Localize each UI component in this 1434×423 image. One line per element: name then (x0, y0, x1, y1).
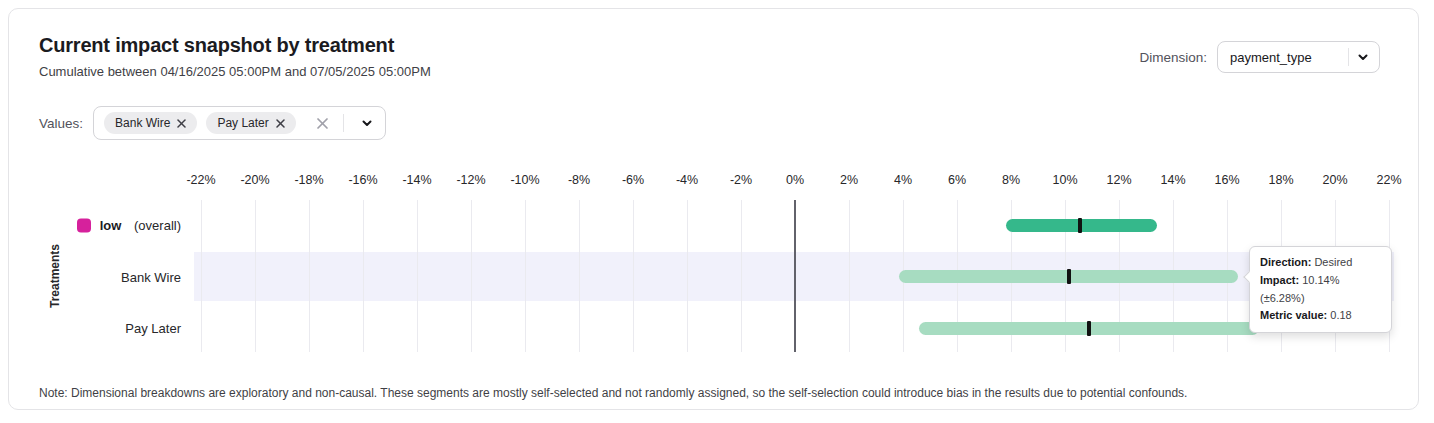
x-axis-tick-label: 6% (948, 173, 966, 187)
x-axis-tick-label: 8% (1002, 173, 1020, 187)
gridline (417, 200, 418, 352)
gridline (201, 200, 202, 352)
gridline (849, 200, 850, 352)
close-icon[interactable] (177, 119, 186, 128)
filter-chip-label: Bank Wire (115, 116, 170, 130)
x-axis-tick-label: -6% (622, 173, 644, 187)
row-label-text: low (100, 218, 122, 233)
x-axis-tick-label: -20% (240, 173, 269, 187)
row-label-low: low (overall) (77, 218, 181, 233)
row-label-bank-wire: Bank Wire (121, 269, 181, 284)
gridline (471, 200, 472, 352)
row-label-text: Pay Later (125, 321, 181, 336)
x-axis-tick-label: -4% (676, 173, 698, 187)
x-axis-tick-label: 14% (1160, 173, 1185, 187)
gridline (363, 200, 364, 352)
gridline (579, 200, 580, 352)
values-chips: Bank Wire Pay Later (104, 112, 296, 134)
impact-snapshot-panel: Current impact snapshot by treatment Cum… (0, 0, 1434, 423)
filter-chip[interactable]: Pay Later (206, 112, 295, 134)
x-axis-tick-label: 10% (1052, 173, 1077, 187)
footnote: Note: Dimensional breakdowns are explora… (39, 386, 1187, 400)
divider (343, 114, 344, 132)
dimension-select[interactable]: payment_type (1217, 41, 1380, 73)
chart-plot-area (194, 200, 1394, 352)
x-axis-tick-label: -12% (456, 173, 485, 187)
x-axis-tick-label: 16% (1214, 173, 1239, 187)
tooltip-row: Direction: Desired (1260, 254, 1381, 272)
row-label-text: Bank Wire (121, 269, 181, 284)
row-label-pay-later: Pay Later (125, 321, 181, 336)
filter-chip[interactable]: Bank Wire (104, 112, 197, 134)
x-axis-tick-label: -22% (186, 173, 215, 187)
x-axis-tick-label: -18% (294, 173, 323, 187)
page-title: Current impact snapshot by treatment (39, 34, 394, 57)
dimension-selected-value: payment_type (1230, 50, 1344, 65)
x-axis-tick-label: -2% (730, 173, 752, 187)
card: Current impact snapshot by treatment Cum… (8, 8, 1419, 410)
gridline (687, 200, 688, 352)
x-axis-tick-label: 22% (1376, 173, 1401, 187)
x-axis-tick-label: 20% (1322, 173, 1347, 187)
x-axis-tick-label: 12% (1106, 173, 1131, 187)
x-axis-tick-label: 2% (840, 173, 858, 187)
x-axis-tick-labels: -22%-20%-18%-16%-14%-12%-10%-8%-6%-4%-2%… (194, 173, 1394, 189)
x-axis-tick-label: 18% (1268, 173, 1293, 187)
date-range-subtitle: Cumulative between 04/16/2025 05:00PM an… (39, 64, 431, 79)
gridline (309, 200, 310, 352)
chevron-down-icon[interactable] (360, 116, 374, 130)
tooltip-row: Impact: 10.14% (±6.28%) (1260, 272, 1381, 308)
x-axis-tick-label: -8% (568, 173, 590, 187)
zero-line (794, 200, 796, 352)
estimate-tick (1067, 269, 1071, 284)
values-filter: Values: Bank Wire Pay Later (39, 106, 386, 140)
x-axis-tick-label: -10% (510, 173, 539, 187)
values-label: Values: (39, 116, 83, 131)
legend-swatch (77, 218, 91, 232)
chart-tooltip: Direction: DesiredImpact: 10.14% (±6.28%… (1249, 246, 1392, 333)
filter-chip-label: Pay Later (217, 116, 268, 130)
gridline (741, 200, 742, 352)
x-axis-tick-label: -16% (348, 173, 377, 187)
x-axis-tick-label: -14% (402, 173, 431, 187)
values-multiselect: Bank Wire Pay Later (93, 106, 386, 140)
chevron-down-icon (1356, 50, 1370, 64)
estimate-tick (1078, 218, 1082, 233)
close-icon[interactable] (276, 119, 285, 128)
x-axis-tick-label: 0% (786, 173, 804, 187)
dimension-control: Dimension: payment_type (1139, 41, 1380, 73)
chart-row-labels: low (overall) Bank Wire Pay Later (9, 200, 181, 352)
gridline (525, 200, 526, 352)
divider (1348, 48, 1349, 66)
dimension-label: Dimension: (1139, 50, 1207, 65)
tooltip-row: Metric value: 0.18 (1260, 307, 1381, 325)
gridline (255, 200, 256, 352)
gridline (633, 200, 634, 352)
x-axis-tick-label: 4% (894, 173, 912, 187)
clear-all-icon[interactable] (315, 116, 330, 131)
estimate-tick (1087, 321, 1091, 336)
